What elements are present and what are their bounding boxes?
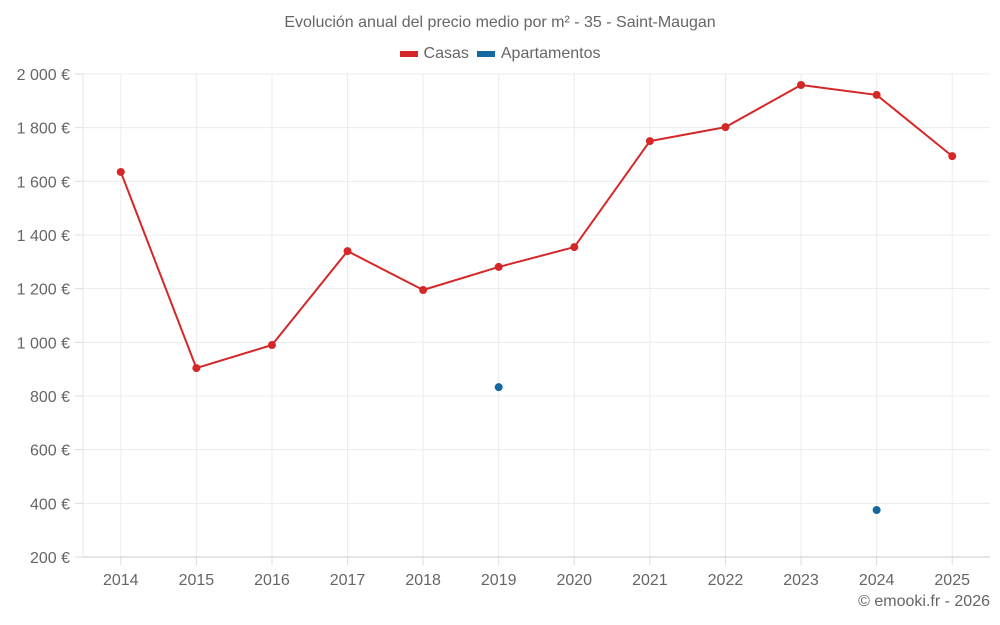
data-point-casas	[419, 286, 428, 295]
data-point-casas	[645, 137, 654, 146]
legend-item-apartamentos[interactable]: Apartamentos	[476, 45, 601, 63]
data-point-casas	[267, 341, 276, 350]
y-tick-label: 1 800 €	[17, 121, 70, 138]
credit: © emooki.fr - 2026	[858, 593, 990, 610]
axes: 200 € 400 € 600 € 800 € 1 000 € 1 200 € 1 400 …	[17, 67, 990, 589]
data-point-apartamentos	[872, 506, 881, 515]
data-point-casas	[494, 262, 503, 271]
data-point-casas	[116, 167, 125, 176]
x-tick-label: 2019	[481, 572, 517, 589]
data-point-casas	[948, 152, 957, 161]
legend-item-casas[interactable]: Casas	[399, 45, 469, 63]
data-point-casas	[872, 90, 881, 99]
x-tick-label: 2020	[556, 572, 592, 589]
y-tick-label: 400 €	[30, 496, 70, 513]
series	[116, 81, 957, 515]
legend-label-apartamentos: Apartamentos	[500, 45, 601, 62]
data-point-casas	[343, 247, 352, 256]
data-point-apartamentos	[494, 383, 503, 392]
x-tick-label: 2024	[859, 572, 895, 589]
data-point-casas	[570, 243, 579, 252]
x-tick-label: 2022	[708, 572, 744, 589]
y-tick-label: 2 000 €	[17, 67, 70, 84]
y-tick-label: 1 200 €	[17, 282, 70, 299]
x-tick-label: 2018	[405, 572, 441, 589]
legend-label-casas: Casas	[423, 45, 469, 62]
y-tick-label: 800 €	[30, 389, 70, 406]
x-tick-label: 2014	[103, 572, 139, 589]
series-line-casas	[119, 84, 953, 370]
y-tick-label: 200 €	[30, 550, 70, 567]
x-tick-label: 2023	[783, 572, 819, 589]
y-tick-label: 1 600 €	[17, 174, 70, 191]
data-point-casas	[721, 123, 730, 132]
y-tick-label: 1 400 €	[17, 228, 70, 245]
x-tick-label: 2017	[330, 572, 366, 589]
legend: Casas Apartamentos	[0, 45, 1000, 63]
x-tick-label: 2016	[254, 572, 290, 589]
legend-swatch-casas	[399, 51, 418, 57]
legend-swatch-apartamentos	[476, 51, 495, 57]
data-point-casas	[797, 81, 806, 90]
data-point-casas	[192, 364, 201, 373]
x-tick-label: 2025	[934, 572, 970, 589]
x-tick-label: 2015	[179, 572, 215, 589]
chart-title: Evolución anual del precio medio por m² …	[284, 14, 716, 31]
y-tick-label: 1 000 €	[17, 335, 70, 352]
y-tick-label: 600 €	[30, 443, 70, 460]
grid	[83, 73, 990, 557]
x-tick-label: 2021	[632, 572, 668, 589]
